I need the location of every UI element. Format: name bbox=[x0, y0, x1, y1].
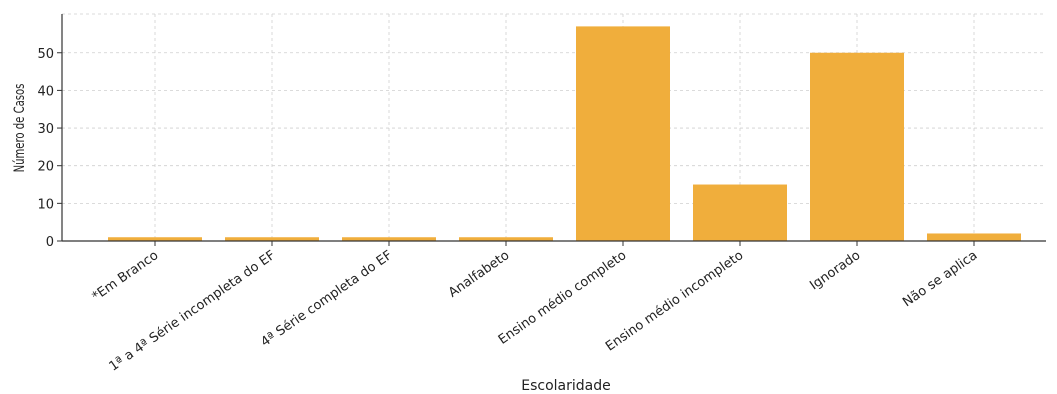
x-tick-label: Ensino médio completo bbox=[496, 248, 630, 348]
x-tick-label: 4ª Série completa do EF bbox=[258, 248, 395, 350]
y-axis-title: Número de Casos bbox=[11, 84, 27, 173]
bar bbox=[810, 52, 904, 241]
bar bbox=[108, 237, 202, 241]
y-ticks: 0 10 20 30 40 50 bbox=[37, 47, 62, 250]
bar bbox=[225, 237, 319, 241]
x-tick-label: Ensino médio incompleto bbox=[603, 248, 746, 355]
x-axis-title: Escolaridade bbox=[521, 378, 610, 394]
y-tick-label: 30 bbox=[37, 122, 54, 137]
y-tick-label: 50 bbox=[37, 47, 54, 62]
x-tick-label: Ignorado bbox=[807, 248, 863, 293]
bar bbox=[927, 233, 1021, 241]
bar bbox=[576, 26, 670, 241]
bar bbox=[342, 237, 436, 241]
x-tick-label: Não se aplica bbox=[900, 248, 980, 310]
x-tick-label: *Em Branco bbox=[90, 248, 162, 305]
x-tick-label: Analfabeto bbox=[446, 248, 512, 301]
y-tick-label: 10 bbox=[37, 197, 54, 212]
y-tick-label: 20 bbox=[37, 160, 54, 175]
bar bbox=[693, 184, 787, 241]
y-tick-label: 40 bbox=[37, 84, 54, 99]
bar bbox=[459, 237, 553, 241]
y-tick-label: 0 bbox=[46, 235, 54, 250]
bars bbox=[108, 26, 1021, 241]
